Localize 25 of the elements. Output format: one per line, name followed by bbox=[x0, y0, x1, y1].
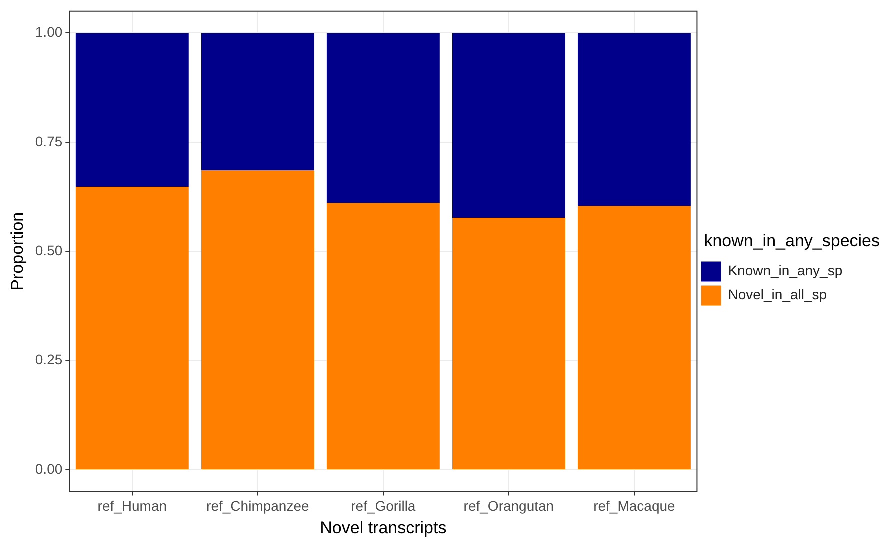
x-axis-title: Novel transcripts bbox=[320, 518, 447, 538]
x-tick-label: ref_Chimpanzee bbox=[206, 498, 310, 514]
y-tick-label: 0.75 bbox=[35, 133, 63, 150]
bar bbox=[452, 33, 566, 218]
bar bbox=[201, 170, 314, 470]
y-tick-label: 1.00 bbox=[35, 24, 63, 40]
y-tick-label: 0.25 bbox=[35, 352, 63, 368]
x-tick-label: ref_Human bbox=[98, 498, 168, 514]
y-axis-title: Proportion bbox=[8, 212, 27, 291]
x-tick-label: ref_Macaque bbox=[594, 498, 676, 514]
x-tick-label: ref_Orangutan bbox=[464, 498, 554, 514]
legend-label: Novel_in_all_sp bbox=[728, 286, 828, 303]
bar bbox=[76, 33, 189, 187]
bar bbox=[578, 33, 691, 206]
bar bbox=[326, 203, 440, 470]
bar bbox=[578, 206, 691, 470]
y-tick-label: 0.50 bbox=[35, 242, 63, 258]
x-tick-label: ref_Gorilla bbox=[351, 498, 416, 514]
legend-label: Known_in_any_sp bbox=[728, 262, 843, 279]
legend-title: known_in_any_species bbox=[704, 231, 880, 250]
bar bbox=[201, 33, 314, 170]
bar bbox=[326, 33, 440, 204]
y-tick-label: 0.00 bbox=[35, 460, 63, 477]
bar bbox=[76, 186, 189, 470]
bar bbox=[452, 218, 566, 470]
